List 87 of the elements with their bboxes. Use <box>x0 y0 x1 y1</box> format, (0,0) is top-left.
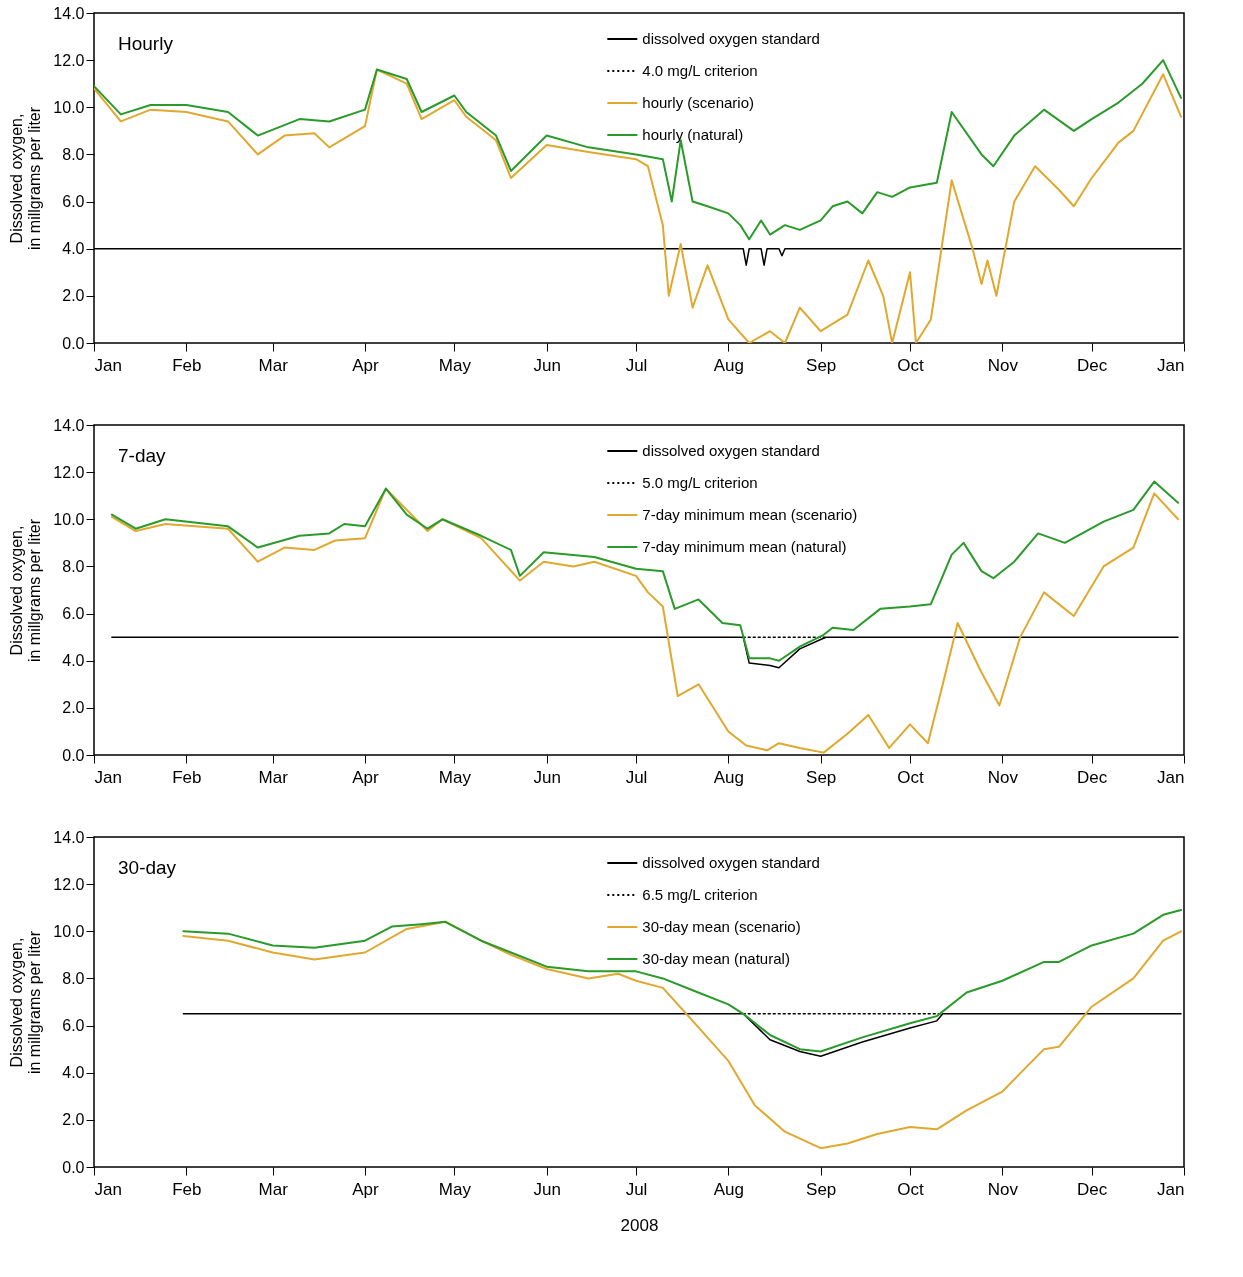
x-tick-label: Jul <box>625 767 648 787</box>
line-series <box>182 909 1183 1053</box>
legend-label: hourly (scenario) <box>642 94 755 111</box>
y-tick-label: 8.0 <box>62 969 85 987</box>
x-tick-label: Apr <box>352 767 380 787</box>
line-series <box>182 920 1183 1150</box>
line-series <box>94 59 1183 241</box>
y-axis-title: Dissolved oxygen, in millgrams per liter <box>8 518 44 663</box>
line-series <box>182 1013 1182 1057</box>
x-tick-label: Aug <box>713 767 744 787</box>
x-tick-label: Jun <box>533 767 561 787</box>
x-tick-label: Jul <box>625 355 648 375</box>
x-tick-label: Jul <box>625 1179 648 1199</box>
x-tick-label: Oct <box>897 355 925 375</box>
legend-label: 30-day mean (natural) <box>642 950 790 967</box>
y-tick-label: 10.0 <box>53 510 85 528</box>
y-tick-label: 10.0 <box>53 98 85 116</box>
y-tick-label: 6.0 <box>62 193 85 211</box>
legend-label: 4.0 mg/L criterion <box>642 62 758 79</box>
x-tick-label: Nov <box>987 767 1019 787</box>
legend-label: dissolved oxygen standard <box>642 854 820 871</box>
legend-label: dissolved oxygen standard <box>642 30 820 47</box>
y-tick-label: 14.0 <box>53 828 85 846</box>
x-tick-label: Aug <box>713 1179 744 1199</box>
x-tick-label: Apr <box>352 355 380 375</box>
x-tick-label: Dec <box>1077 1179 1108 1199</box>
x-tick-label: Mar <box>258 767 289 787</box>
legend-label: 5.0 mg/L criterion <box>642 474 758 491</box>
y-tick-label: 14.0 <box>53 4 85 22</box>
x-tick-label: Jan <box>94 767 122 787</box>
y-axis-title: Dissolved oxygen, in millgrams per liter <box>8 106 44 251</box>
y-tick-label: 4.0 <box>62 240 85 258</box>
x-tick-label: Sep <box>806 1179 837 1199</box>
x-tick-label: Nov <box>987 1179 1019 1199</box>
x-tick-label: Jan <box>94 355 122 375</box>
y-axis-title: Dissolved oxygen, in millgrams per liter <box>8 930 44 1075</box>
y-tick-label: 2.0 <box>62 1111 85 1129</box>
y-tick-label: 6.0 <box>62 1017 85 1035</box>
x-tick-label: May <box>438 1179 472 1199</box>
y-tick-label: 12.0 <box>53 463 85 481</box>
legend-label: 7-day minimum mean (natural) <box>642 538 847 555</box>
legend-label: dissolved oxygen standard <box>642 442 820 459</box>
legend-label: hourly (natural) <box>642 126 744 143</box>
y-tick-label: 12.0 <box>53 875 85 893</box>
x-tick-label: Feb <box>172 355 202 375</box>
y-tick-label: 12.0 <box>53 51 85 69</box>
legend-label: 30-day mean (scenario) <box>642 918 801 935</box>
x-tick-label: Jan <box>1157 1179 1185 1199</box>
x-tick-label: Dec <box>1077 767 1108 787</box>
x-tick-label: Jan <box>1157 355 1185 375</box>
x-tick-label: Jun <box>533 355 561 375</box>
legend-label: 7-day minimum mean (scenario) <box>642 506 858 523</box>
x-tick-label: May <box>438 767 472 787</box>
x-tick-label: Jan <box>94 1179 122 1199</box>
x-tick-label: Feb <box>172 767 202 787</box>
x-tick-label: Apr <box>352 1179 380 1199</box>
line-series <box>111 636 1179 669</box>
y-tick-label: 10.0 <box>53 922 85 940</box>
x-tick-label: Mar <box>258 355 289 375</box>
x-tick-label: Feb <box>172 1179 202 1199</box>
x-tick-label: Sep <box>806 355 837 375</box>
x-tick-label: Mar <box>258 1179 289 1199</box>
y-tick-label: 8.0 <box>62 557 85 575</box>
y-tick-label: 8.0 <box>62 145 85 163</box>
x-tick-label: Jun <box>533 1179 561 1199</box>
x-tick-label: Oct <box>897 1179 925 1199</box>
text: 30-day <box>118 857 177 878</box>
y-tick-label: 4.0 <box>62 652 85 670</box>
x-tick-label: Nov <box>987 355 1019 375</box>
y-tick-label: 0.0 <box>62 1158 85 1176</box>
x-tick-label: Dec <box>1077 355 1108 375</box>
x-axis-title: 2008 <box>620 1215 659 1235</box>
y-tick-label: 6.0 <box>62 605 85 623</box>
y-tick-label: 2.0 <box>62 699 85 717</box>
y-tick-label: 0.0 <box>62 334 85 352</box>
y-tick-label: 2.0 <box>62 287 85 305</box>
y-tick-label: 0.0 <box>62 746 85 764</box>
x-tick-label: May <box>438 355 472 375</box>
legend-label: 6.5 mg/L criterion <box>642 886 758 903</box>
x-tick-label: Sep <box>806 767 837 787</box>
text: 7-day <box>118 445 167 466</box>
x-tick-label: Aug <box>713 355 744 375</box>
y-tick-label: 14.0 <box>53 416 85 434</box>
y-tick-label: 4.0 <box>62 1064 85 1082</box>
x-tick-label: Jan <box>1157 767 1185 787</box>
text: Hourly <box>118 33 174 54</box>
x-tick-label: Oct <box>897 767 925 787</box>
